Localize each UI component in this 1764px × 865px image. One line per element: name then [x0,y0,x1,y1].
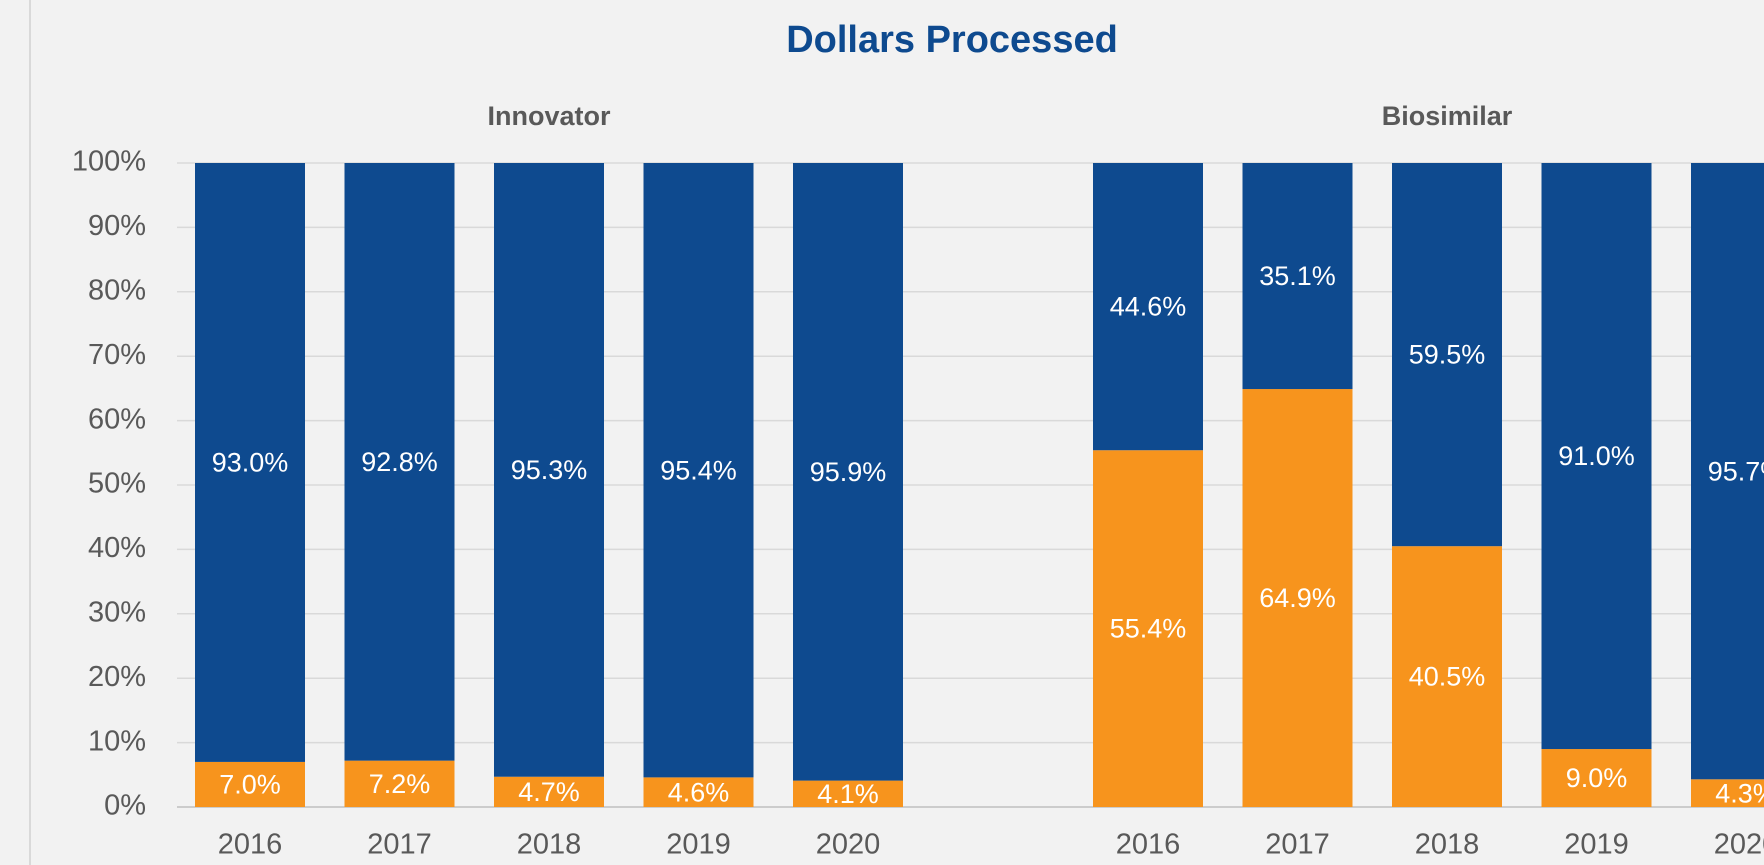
data-label: 64.9% [1259,583,1336,613]
data-label: 4.3% [1715,778,1764,808]
data-label: 55.4% [1110,614,1187,644]
x-tick-label: 2017 [367,829,432,861]
bar-segment [1392,163,1502,547]
data-label: 40.5% [1409,662,1486,692]
data-label: 4.6% [668,777,730,807]
bar-segment [494,163,604,777]
data-label: 44.6% [1110,292,1187,322]
data-label: 95.9% [810,457,887,487]
data-label: 93.0% [212,448,289,478]
bar-segment [344,760,455,807]
bar-segment [195,163,305,762]
data-label: 35.1% [1259,261,1336,291]
bar-segment [1392,546,1502,807]
y-tick-label: 40% [88,532,146,564]
y-tick-label: 20% [88,661,146,693]
bar-segment [1093,163,1203,451]
y-tick-label: 10% [88,725,146,757]
data-label: 95.3% [511,455,588,485]
bar-segment [1691,779,1764,807]
x-tick-label: 2017 [1265,829,1330,861]
y-tick-label: 70% [88,339,146,371]
bar-segment [793,780,903,807]
data-label: 7.2% [369,769,431,799]
y-tick-label: 80% [88,274,146,306]
bar-segment [1242,389,1353,807]
panel-title: Biosimilar [1382,101,1513,131]
data-label: 4.1% [817,779,879,809]
data-label: 9.0% [1566,763,1628,793]
bar-segment [1541,749,1652,807]
y-tick-label: 50% [88,468,146,500]
x-tick-label: 2019 [666,829,731,861]
x-tick-label: 2016 [218,829,283,861]
bar-segment [793,163,903,781]
bar-segment [494,776,604,807]
bar-segment [643,163,754,778]
y-tick-label: 90% [88,210,146,242]
data-label: 4.7% [518,777,580,807]
data-label: 7.0% [219,770,281,800]
x-tick-label: 2020 [816,829,881,861]
bar-segment [1093,450,1203,807]
data-label: 59.5% [1409,340,1486,370]
data-label: 95.4% [660,455,737,485]
bar-segment [1242,163,1353,390]
x-tick-label: 2018 [517,829,582,861]
y-tick-label: 30% [88,596,146,628]
data-label: 92.8% [361,447,438,477]
x-tick-label: 2016 [1116,829,1181,861]
bar-segment [344,163,455,761]
x-tick-label: 2019 [1564,829,1629,861]
y-tick-label: 100% [72,146,146,178]
bar-segment [1541,163,1652,750]
chart-title: Dollars Processed [786,19,1118,61]
y-tick-label: 60% [88,403,146,435]
panel-title: Innovator [487,101,610,131]
bar-segment [1691,163,1764,780]
x-tick-label: 2020 [1714,829,1764,861]
data-label: 91.0% [1558,441,1635,471]
bar-segment [643,777,754,807]
bar-segment [195,761,305,807]
data-label: 95.7% [1708,456,1764,486]
x-tick-label: 2018 [1415,829,1480,861]
y-tick-label: 0% [104,790,146,822]
